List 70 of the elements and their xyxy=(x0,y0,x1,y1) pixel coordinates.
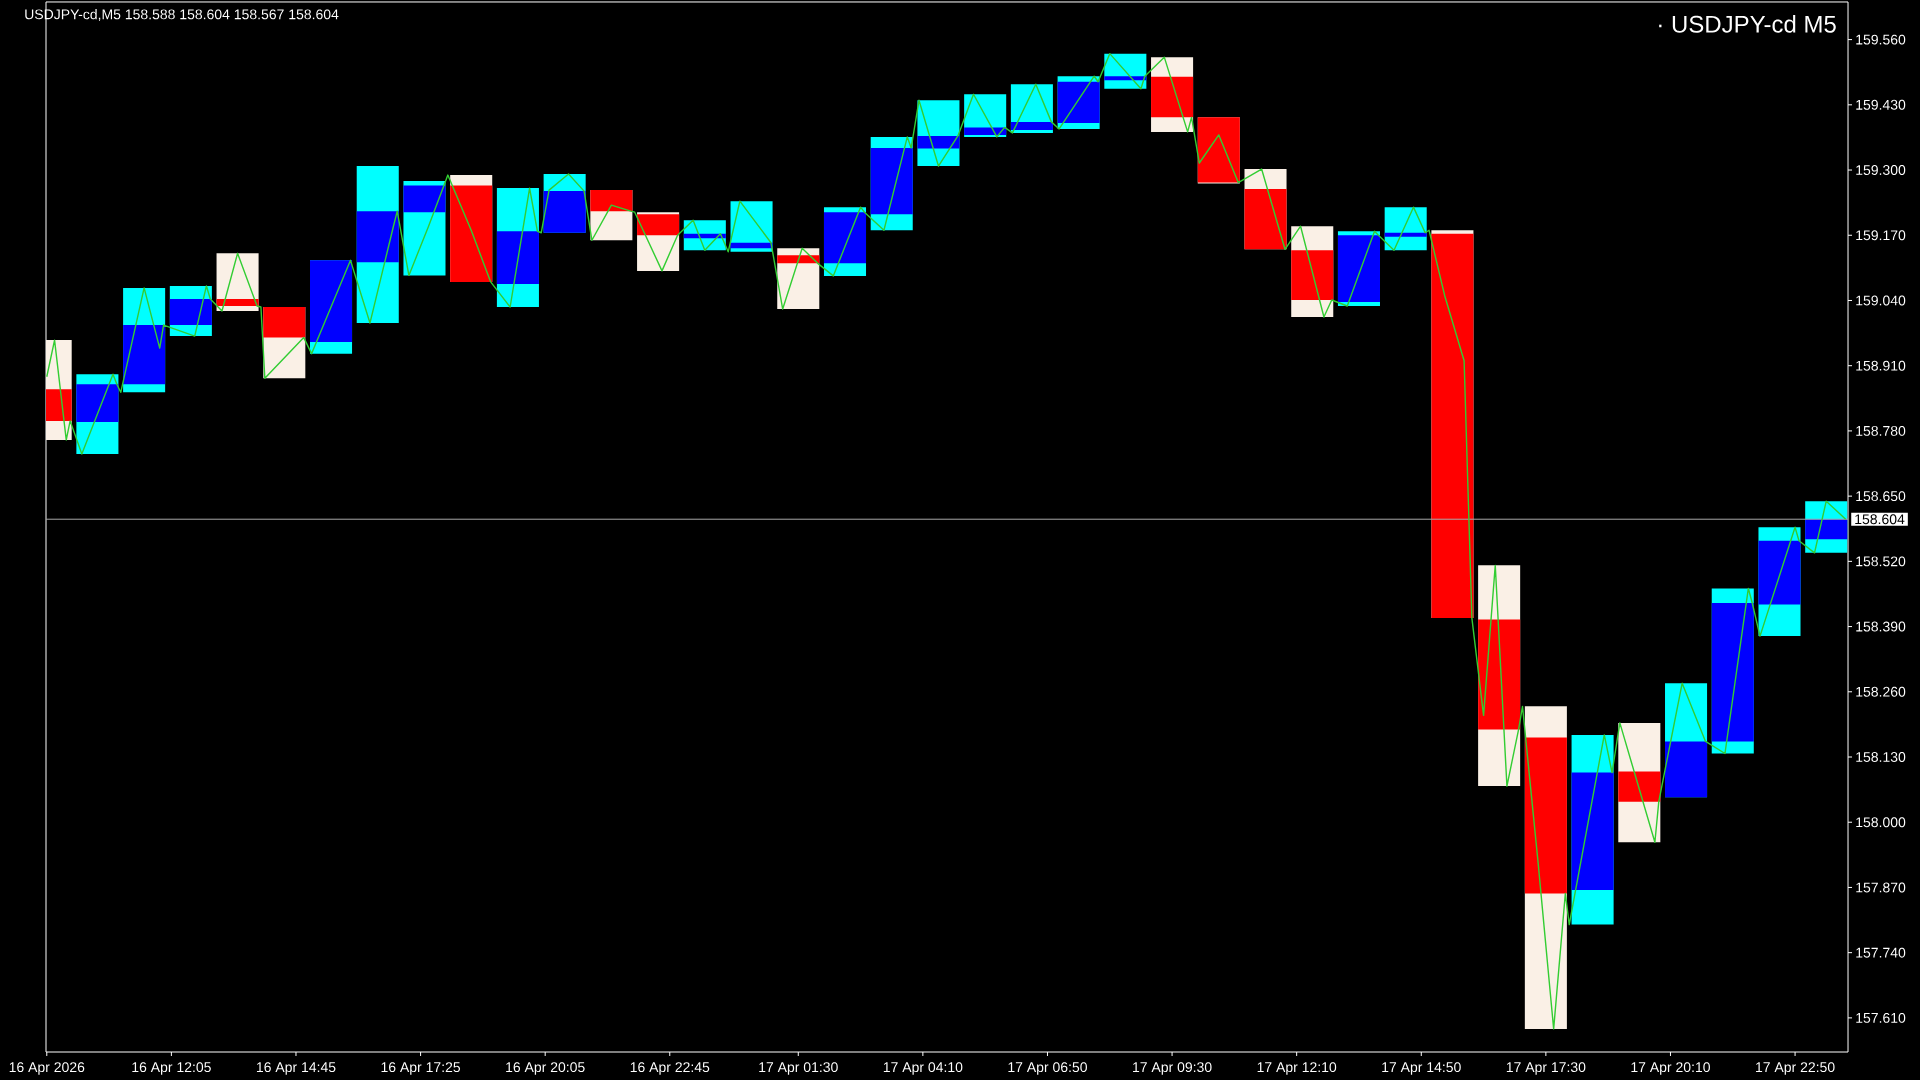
x-tick-label: 17 Apr 22:50 xyxy=(1756,1062,1835,1075)
candlestick xyxy=(1758,527,1801,637)
y-tick-label: 157.610 xyxy=(1856,1012,1906,1023)
candlestick xyxy=(1057,76,1100,129)
y-tick-label: 158.650 xyxy=(1856,491,1906,502)
candlestick xyxy=(1384,207,1427,251)
candlestick xyxy=(590,190,633,241)
ref-line-label: 158.604 xyxy=(1855,514,1905,525)
candlestick xyxy=(823,207,867,276)
candlestick xyxy=(1337,231,1380,306)
candlestick xyxy=(1010,84,1053,133)
candlestick xyxy=(450,175,493,282)
candlestick xyxy=(1151,57,1194,132)
candlestick xyxy=(356,166,399,324)
x-tick-label: 17 Apr 04:10 xyxy=(883,1062,963,1075)
candlestick xyxy=(169,285,212,337)
x-tick-label: 17 Apr 12:10 xyxy=(1257,1062,1337,1075)
y-tick-label: 159.430 xyxy=(1856,99,1906,110)
candlestick xyxy=(870,136,913,231)
candlestick xyxy=(1711,588,1754,754)
x-tick-label: 17 Apr 09:30 xyxy=(1133,1062,1212,1075)
y-tick-label: 158.780 xyxy=(1856,425,1906,436)
candlestick xyxy=(1618,722,1661,843)
x-tick-label: 17 Apr 14:50 xyxy=(1382,1062,1461,1075)
candlestick xyxy=(1104,53,1147,89)
chart-subtitle: · USDJPY-cd M5 xyxy=(1659,15,1836,33)
y-tick-label: 158.000 xyxy=(1856,817,1906,828)
candlestick xyxy=(496,188,539,307)
candlestick xyxy=(777,248,820,309)
candlestick xyxy=(309,260,353,354)
x-tick-label: 16 Apr 22:45 xyxy=(630,1062,710,1075)
candlestick xyxy=(76,374,119,454)
candlestick xyxy=(1431,230,1474,619)
candlestick xyxy=(964,94,1007,137)
candlestick xyxy=(1524,706,1567,1029)
y-tick-label: 159.560 xyxy=(1856,34,1906,45)
candlestick xyxy=(403,181,446,276)
candlestick xyxy=(1197,117,1240,184)
candlestick xyxy=(1244,169,1287,250)
x-tick-label: 17 Apr 17:30 xyxy=(1506,1062,1586,1075)
x-tick-label: 17 Apr 20:10 xyxy=(1631,1062,1710,1075)
y-tick-label: 159.040 xyxy=(1856,295,1906,306)
x-tick-label: 16 Apr 14:45 xyxy=(256,1062,336,1075)
candlestick xyxy=(216,253,259,312)
x-tick-label: 17 Apr 01:30 xyxy=(759,1062,838,1075)
y-tick-label: 158.390 xyxy=(1856,621,1906,632)
candlestick xyxy=(1665,683,1708,798)
candlestick xyxy=(123,287,166,393)
y-tick-label: 159.170 xyxy=(1856,230,1906,241)
y-tick-label: 157.740 xyxy=(1856,947,1906,958)
x-tick-label: 16 Apr 2026 xyxy=(9,1062,85,1075)
y-tick-label: 158.910 xyxy=(1856,360,1906,371)
x-tick-label: 17 Apr 06:50 xyxy=(1008,1062,1087,1075)
y-tick-label: 159.300 xyxy=(1856,165,1906,175)
chart-title: USDJPY-cd,M5 158.588 158.604 158.567 158.604 xyxy=(25,9,339,21)
candlestick xyxy=(1805,501,1848,553)
x-tick-label: 16 Apr 17:25 xyxy=(381,1062,461,1075)
candlestick xyxy=(543,174,586,233)
candlestick xyxy=(1571,734,1614,925)
y-tick-label: 158.260 xyxy=(1856,686,1906,697)
candlestick xyxy=(263,307,306,379)
x-tick-label: 16 Apr 12:05 xyxy=(132,1062,211,1075)
candlestick xyxy=(637,212,680,271)
y-tick-label: 158.130 xyxy=(1856,752,1906,762)
y-tick-label: 158.520 xyxy=(1856,556,1906,567)
line-series xyxy=(46,52,1847,1030)
x-tick-label: 16 Apr 20:05 xyxy=(506,1062,585,1075)
candlestick xyxy=(1478,565,1521,787)
candlestick xyxy=(1291,226,1334,318)
y-tick-label: 157.870 xyxy=(1856,882,1906,893)
